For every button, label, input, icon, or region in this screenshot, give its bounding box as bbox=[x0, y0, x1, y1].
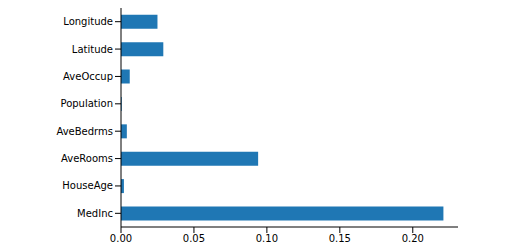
svg-text:MedInc: MedInc bbox=[77, 208, 113, 219]
svg-text:Population: Population bbox=[60, 98, 113, 109]
svg-text:Latitude: Latitude bbox=[72, 44, 113, 55]
svg-text:AveRooms: AveRooms bbox=[61, 153, 113, 164]
svg-text:0.20: 0.20 bbox=[402, 233, 424, 244]
svg-text:0.15: 0.15 bbox=[329, 233, 351, 244]
svg-text:AveOccup: AveOccup bbox=[63, 71, 113, 82]
svg-text:Longitude: Longitude bbox=[63, 16, 113, 27]
svg-text:AveBedrms: AveBedrms bbox=[56, 126, 113, 137]
svg-text:0.05: 0.05 bbox=[183, 233, 205, 244]
svg-text:0.10: 0.10 bbox=[256, 233, 278, 244]
svg-text:0.00: 0.00 bbox=[110, 233, 132, 244]
svg-text:HouseAge: HouseAge bbox=[62, 180, 113, 191]
